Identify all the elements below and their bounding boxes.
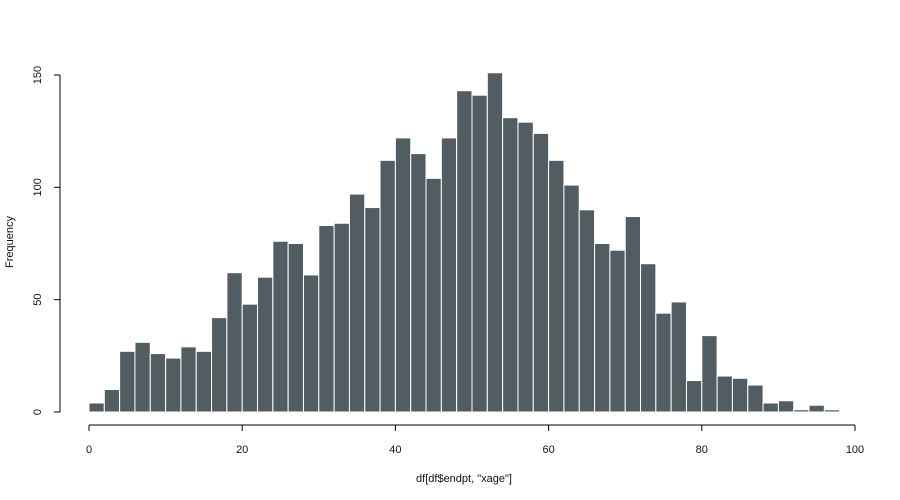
histogram-bar bbox=[609, 249, 626, 413]
histogram-bar bbox=[257, 276, 274, 413]
histogram-bar bbox=[670, 301, 687, 413]
histogram-bar bbox=[823, 409, 841, 413]
y-axis: 0 50 100 150 bbox=[32, 66, 61, 415]
histogram-bar bbox=[287, 243, 304, 413]
histogram-bar bbox=[379, 159, 396, 413]
histogram-bar bbox=[731, 377, 749, 413]
histogram-bar bbox=[134, 341, 151, 413]
histogram-bar bbox=[318, 225, 335, 413]
histogram-bar bbox=[517, 121, 534, 413]
x-tick-label: 80 bbox=[696, 444, 708, 456]
histogram-bar bbox=[348, 193, 366, 413]
bars-layer bbox=[88, 72, 841, 413]
histogram-bar bbox=[103, 389, 121, 413]
histogram-bar bbox=[165, 357, 182, 413]
y-tick-label: 150 bbox=[32, 66, 44, 84]
histogram-bar bbox=[364, 207, 381, 413]
histogram-bar bbox=[425, 177, 442, 413]
histogram-bar bbox=[747, 384, 764, 413]
histogram-bar bbox=[195, 350, 213, 413]
histogram-bar bbox=[793, 409, 810, 413]
y-axis-title: Frequency bbox=[4, 216, 16, 268]
histogram-bar bbox=[119, 350, 136, 413]
histogram-bar bbox=[594, 243, 611, 413]
histogram-bar bbox=[640, 263, 657, 413]
histogram-bar bbox=[762, 402, 779, 413]
histogram-bar bbox=[777, 400, 795, 413]
histogram-bar bbox=[394, 137, 412, 413]
histogram-bar bbox=[502, 117, 519, 413]
histogram-bar bbox=[471, 94, 488, 413]
x-tick-label: 100 bbox=[846, 444, 864, 456]
histogram-bar bbox=[578, 209, 596, 413]
histogram-bar bbox=[149, 353, 167, 413]
histogram-bar bbox=[808, 404, 825, 413]
histogram-bar bbox=[272, 240, 289, 413]
histogram-bar bbox=[88, 402, 105, 413]
histogram-bar bbox=[302, 274, 320, 413]
histogram-bar bbox=[241, 303, 259, 413]
y-tick-label: 50 bbox=[32, 294, 44, 306]
histogram-bar bbox=[211, 317, 228, 413]
histogram-bar bbox=[333, 222, 350, 413]
histogram-bar bbox=[456, 90, 473, 413]
histogram-bar bbox=[410, 153, 427, 413]
x-tick-label: 20 bbox=[236, 444, 248, 456]
histogram-bar bbox=[486, 72, 504, 413]
histogram-bar bbox=[716, 375, 733, 413]
histogram-bar bbox=[226, 272, 243, 413]
y-tick-label: 0 bbox=[32, 409, 44, 415]
x-axis-title: df[df$endpt, "xage"] bbox=[416, 473, 512, 485]
x-axis: 0 20 40 60 80 100 bbox=[86, 424, 864, 456]
x-tick-label: 60 bbox=[542, 444, 554, 456]
y-tick-label: 100 bbox=[32, 178, 44, 196]
histogram-bar bbox=[701, 335, 718, 413]
histogram-bar bbox=[624, 216, 642, 413]
histogram-bar bbox=[548, 159, 565, 413]
histogram-bar bbox=[563, 184, 580, 413]
histogram-bar bbox=[655, 312, 672, 413]
histogram-bar bbox=[532, 132, 550, 413]
histogram-bar bbox=[685, 380, 703, 413]
histogram-bar bbox=[180, 346, 197, 413]
x-tick-label: 40 bbox=[389, 444, 401, 456]
histogram-bar bbox=[440, 137, 458, 413]
x-tick-label: 0 bbox=[86, 444, 92, 456]
